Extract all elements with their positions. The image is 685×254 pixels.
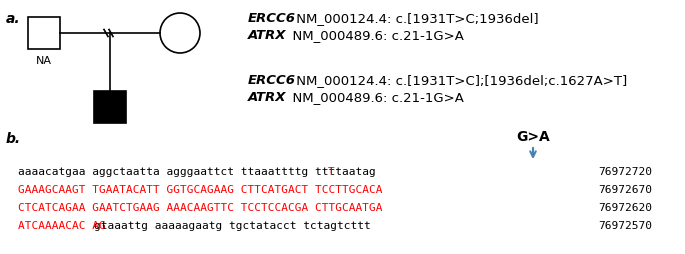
Text: ATRX: ATRX: [248, 91, 286, 104]
Ellipse shape: [160, 14, 200, 54]
Text: aaaacatgaa aggctaatta agggaattct ttaaattttg ttttaatag: aaaacatgaa aggctaatta agggaattct ttaaatt…: [18, 166, 376, 176]
Text: 76972620: 76972620: [598, 202, 652, 212]
Text: ATRX: ATRX: [248, 29, 286, 42]
Text: 76972720: 76972720: [598, 166, 652, 176]
Text: NM_000489.6: c.21-1G>A: NM_000489.6: c.21-1G>A: [284, 29, 464, 42]
Bar: [28, 18, 60, 50]
Text: NM_000489.6: c.21-1G>A: NM_000489.6: c.21-1G>A: [284, 91, 464, 104]
Text: ERCC6: ERCC6: [248, 12, 296, 25]
Text: ERCC6: ERCC6: [248, 74, 296, 87]
Text: T: T: [328, 166, 335, 176]
Text: b.: b.: [6, 132, 21, 146]
Text: NM_000124.4: c.[1931T>C];[1936del;c.1627A>T]: NM_000124.4: c.[1931T>C];[1936del;c.1627…: [292, 74, 627, 87]
Bar: [94, 92, 126, 123]
Text: G>A: G>A: [516, 130, 550, 144]
Text: 76972570: 76972570: [598, 220, 652, 230]
Text: a.: a.: [6, 12, 21, 26]
Text: NM_000124.4: c.[1931T>C;1936del]: NM_000124.4: c.[1931T>C;1936del]: [292, 12, 538, 25]
Text: GAAAGCAAGT TGAATACATT GGTGCAGAAG CTTCATGACT TCCTTGCACA: GAAAGCAAGT TGAATACATT GGTGCAGAAG CTTCATG…: [18, 184, 382, 194]
Text: gtaaattg aaaaagaatg tgctatacct tctagtcttt: gtaaattg aaaaagaatg tgctatacct tctagtctt…: [94, 220, 371, 230]
Text: NA: NA: [36, 56, 52, 66]
Text: 76972670: 76972670: [598, 184, 652, 194]
Text: CTCATCAGAA GAATCTGAAG AAACAAGTTC TCCTCCACGA CTTGCAATGA: CTCATCAGAA GAATCTGAAG AAACAAGTTC TCCTCCA…: [18, 202, 382, 212]
Text: ATCAAAACAC AG: ATCAAAACAC AG: [18, 220, 105, 230]
